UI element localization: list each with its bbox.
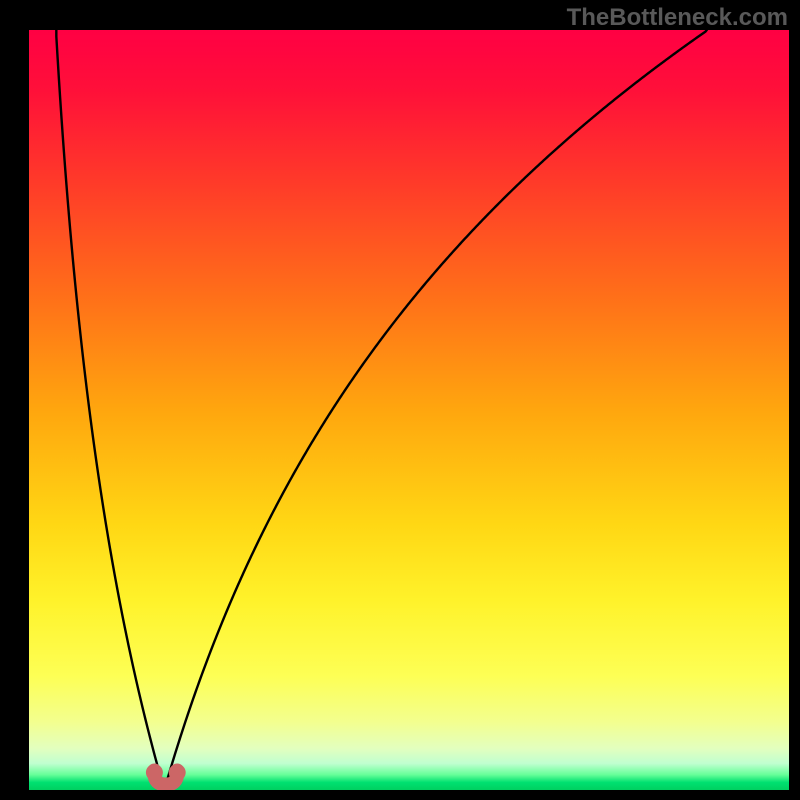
plot-area (29, 30, 789, 790)
trough-marker-1 (169, 764, 186, 781)
chart-container: { "watermark": { "text": "TheBottleneck.… (0, 0, 800, 800)
watermark-text: TheBottleneck.com (567, 4, 788, 32)
trough-marker-0 (146, 764, 163, 781)
curve-layer (29, 30, 789, 790)
bottleneck-curve (56, 30, 706, 789)
